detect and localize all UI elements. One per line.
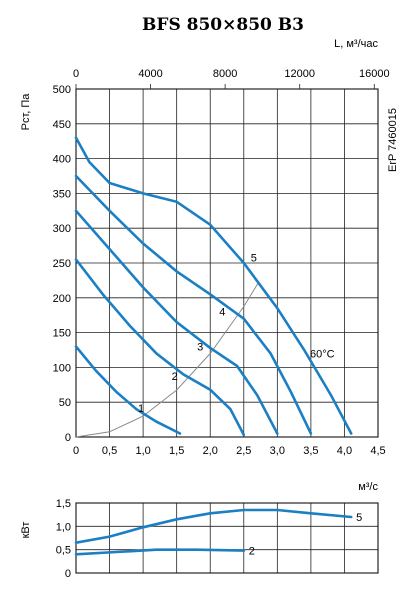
chart-title: BFS 850×850 B3	[142, 15, 304, 35]
y-tick-label: 500	[53, 84, 71, 96]
power-y-tick-label: 1,0	[56, 521, 71, 533]
x-tick-label: 1,5	[169, 445, 184, 457]
y-tick-label: 0	[65, 432, 71, 444]
x-tick-label: 0,5	[102, 445, 117, 457]
top-tick-label: 16000	[359, 68, 390, 80]
top-tick-label: 12000	[284, 68, 315, 80]
power-curve-label: 2	[249, 546, 255, 558]
pressure-curve-4	[74, 174, 313, 435]
y-tick-label: 350	[53, 188, 71, 200]
x-tick-label: 0	[73, 445, 79, 457]
y-tick-label: 450	[53, 119, 71, 131]
power-curve-labels: 25	[249, 512, 363, 558]
x-axis-label: м³/с	[358, 481, 378, 493]
top-tick-label: 4000	[138, 68, 162, 80]
pressure-curve-1	[74, 345, 182, 435]
pressure-curve-2	[74, 258, 246, 437]
x-tick-label: 1,0	[135, 445, 150, 457]
x-tick-label: 4,0	[337, 445, 352, 457]
power-frame	[75, 502, 379, 574]
y-tick-label: 150	[53, 328, 71, 340]
power-ticks: 0 0,5 1,0 1,5	[56, 498, 71, 580]
x-tick-label: 2,5	[236, 445, 251, 457]
power-curves	[74, 508, 353, 556]
y-tick-label: 250	[53, 258, 71, 270]
power-y-tick-label: 0,5	[56, 545, 71, 557]
y-tick-label: 50	[59, 397, 71, 409]
power-y-tick-label: 0	[65, 568, 71, 580]
power-y-axis-label: кВт	[20, 522, 32, 539]
power-curve-2	[74, 548, 246, 556]
curve-label: 5	[251, 252, 257, 264]
main-frame	[75, 88, 379, 438]
pressure-curve-3	[74, 209, 279, 435]
x-tick-label: 3,5	[303, 445, 318, 457]
power-curve-label: 5	[356, 512, 362, 524]
power-curve-5	[74, 508, 353, 544]
y-tick-label: 400	[53, 154, 71, 166]
x-tick-label: 2,0	[203, 445, 218, 457]
pressure-curves	[74, 136, 353, 438]
y-tick-label: 100	[53, 362, 71, 374]
curve-label: 60°C	[310, 348, 335, 360]
power-grid	[75, 502, 379, 574]
curve-label: 2	[172, 371, 178, 383]
curve-labels: 1 2 3 4 5 60°C	[138, 252, 335, 414]
y-tick-label: 300	[53, 223, 71, 235]
pressure-curve-5	[74, 136, 353, 435]
y-axis-label: Рст, Па	[20, 93, 32, 131]
top-axis-label: L, м³/час	[334, 38, 378, 50]
power-y-tick-label: 1,5	[56, 498, 71, 510]
x-tick-label: 3,0	[270, 445, 285, 457]
x-tick-label: 4,5	[370, 445, 385, 457]
curve-label: 4	[219, 307, 225, 319]
top-tick-label: 0	[73, 68, 79, 80]
system-curve	[75, 282, 259, 438]
top-tick-label: 8000	[213, 68, 237, 80]
curve-label: 1	[138, 403, 144, 415]
curve-label: 3	[197, 342, 203, 354]
main-ticks: 0 0,5 1,0 1,5 2,0 2,5 3,0 3,5 4,0 4,5050100150200…	[53, 68, 390, 457]
erp-label: ErP 7460015	[387, 108, 399, 172]
y-tick-label: 200	[53, 293, 71, 305]
